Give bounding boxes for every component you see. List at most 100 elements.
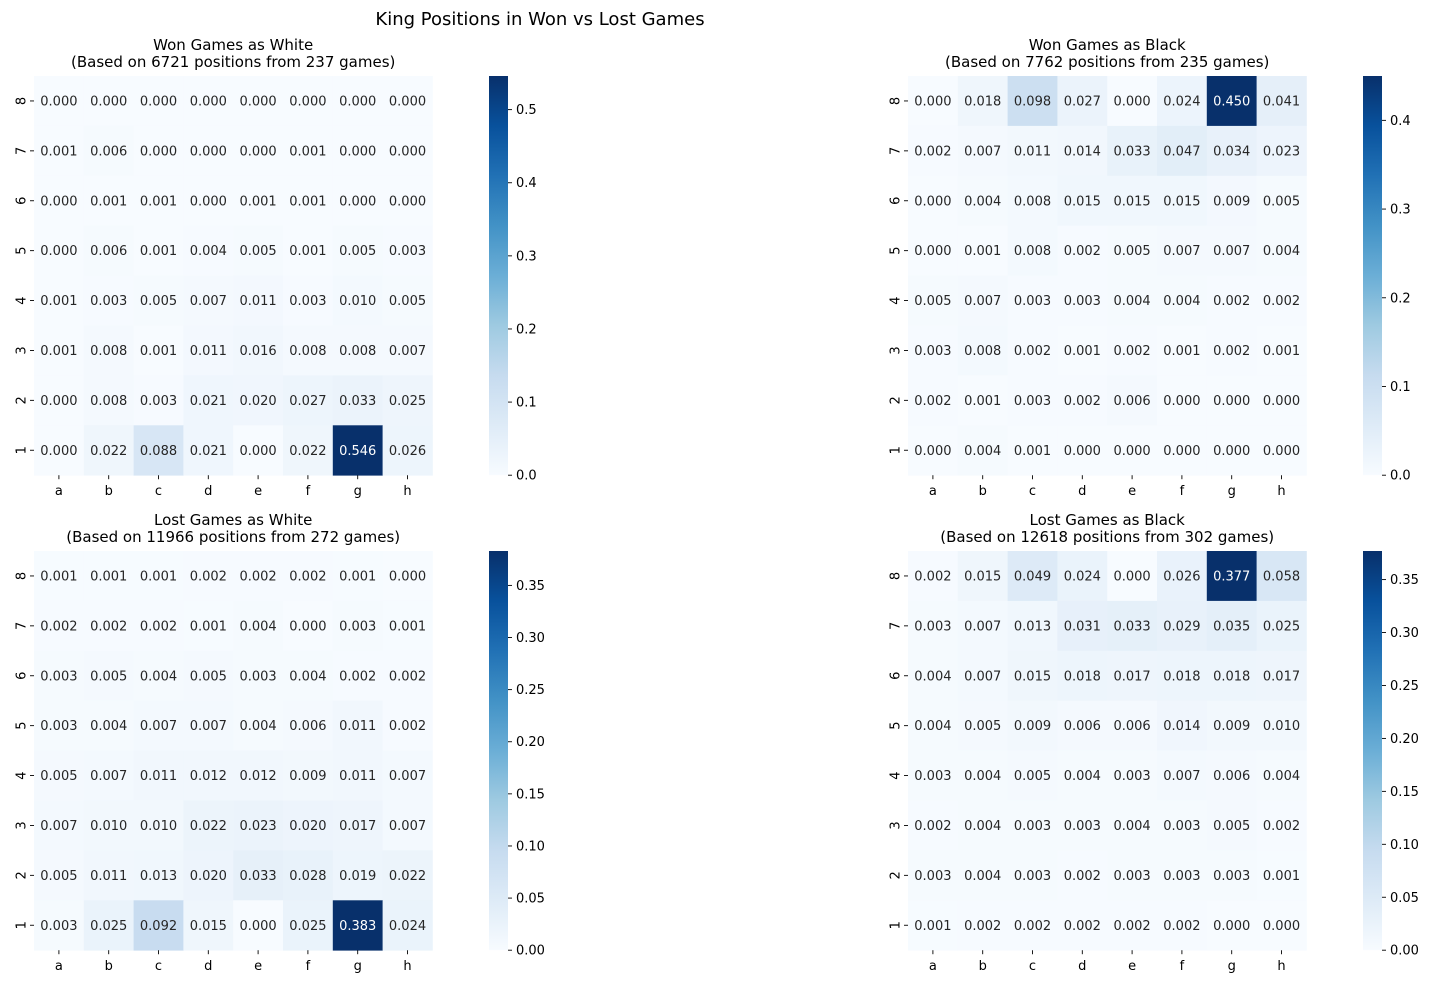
heatmap-cell <box>233 850 284 901</box>
x-tick-label: c <box>1029 484 1036 499</box>
cell-value-label: 0.000 <box>289 94 326 109</box>
heatmap-cell <box>283 225 334 276</box>
heatmap-cell <box>1157 275 1208 326</box>
heatmap-cell <box>1206 700 1257 751</box>
cell-value-label: 0.000 <box>339 144 376 159</box>
heatmap-cell <box>908 76 959 127</box>
cell-value-label: 0.004 <box>914 719 951 734</box>
cell-value-label: 0.003 <box>1113 769 1150 784</box>
heatmap-cell <box>1107 275 1158 326</box>
cell-value-label: 0.000 <box>1213 919 1250 934</box>
heatmap-cell <box>83 750 134 801</box>
heatmap-cell <box>1007 750 1058 801</box>
cell-value-label: 0.003 <box>1064 819 1101 834</box>
cell-value-label: 0.047 <box>1163 144 1200 159</box>
heatmap-cell <box>183 225 234 276</box>
heatmap-cell <box>1057 650 1108 702</box>
cell-value-label: 0.005 <box>964 719 1001 734</box>
cell-value-label: 0.004 <box>1113 819 1150 834</box>
heatmap-cell <box>332 800 383 851</box>
cell-value-label: 0.002 <box>389 719 426 734</box>
cell-value-label: 0.002 <box>1163 919 1200 934</box>
y-tick-label: 1 <box>15 446 30 454</box>
cell-value-label: 0.031 <box>1064 619 1101 634</box>
heatmap-cell <box>1206 325 1257 376</box>
x-tick-label: f <box>1180 484 1185 499</box>
colorbar-tick-label: 0.00 <box>1390 944 1419 959</box>
cell-value-label: 0.001 <box>40 344 77 359</box>
y-tick-label: 8 <box>15 572 30 580</box>
heatmap-cell <box>1107 800 1158 851</box>
heatmap-cell <box>133 850 184 901</box>
heatmap-cell <box>233 125 284 177</box>
y-tick-label: 5 <box>889 247 904 255</box>
heatmap-cell <box>1157 700 1208 751</box>
heatmap-cell <box>1007 700 1058 751</box>
cell-value-label: 0.004 <box>289 669 326 684</box>
heatmap-cell <box>957 375 1008 426</box>
heatmap-cell <box>1107 551 1158 602</box>
x-tick-label: f <box>1180 959 1185 974</box>
heatmap-cell <box>1007 325 1058 376</box>
heatmap-cell <box>382 76 433 127</box>
heatmap-cell <box>34 650 85 702</box>
cell-value-label: 0.007 <box>389 819 426 834</box>
heatmap-cell <box>1057 750 1108 801</box>
heatmap-cell <box>1256 125 1307 177</box>
heatmap-cell <box>1007 125 1058 177</box>
heatmap-cell <box>233 700 284 751</box>
cell-value-label: 0.004 <box>964 444 1001 459</box>
heatmap-cell <box>957 750 1008 801</box>
heatmap-cell <box>283 750 334 801</box>
heatmap-cell <box>1157 650 1208 702</box>
heatmap-cell <box>34 225 85 276</box>
cell-value-label: 0.546 <box>339 444 376 459</box>
heatmap-cell <box>1206 175 1257 227</box>
heatmap-cell <box>382 650 433 702</box>
cell-value-label: 0.007 <box>40 819 77 834</box>
x-tick-label: e <box>254 484 262 499</box>
heatmap-cell <box>1256 225 1307 276</box>
heatmap-cell <box>233 225 284 276</box>
colorbar-tick-label: 0.4 <box>516 176 537 191</box>
cell-value-label: 0.011 <box>190 344 227 359</box>
y-tick-label: 5 <box>15 247 30 255</box>
cell-value-label: 0.012 <box>190 769 227 784</box>
cell-value-label: 0.003 <box>1014 294 1051 309</box>
colorbar-tick-label: 0.20 <box>1390 732 1419 747</box>
cell-value-label: 0.001 <box>140 194 177 209</box>
cell-value-label: 0.000 <box>1064 444 1101 459</box>
cell-value-label: 0.003 <box>1163 819 1200 834</box>
colorbar-tick-label: 0.10 <box>1390 838 1419 853</box>
heatmap-cell <box>283 900 334 951</box>
cell-value-label: 0.001 <box>1163 344 1200 359</box>
cell-value-label: 0.033 <box>339 394 376 409</box>
heatmap-cell <box>1007 551 1058 602</box>
cell-value-label: 0.010 <box>1263 719 1300 734</box>
colorbar <box>1363 76 1382 476</box>
colorbar-tick-label: 0.20 <box>516 735 545 750</box>
colorbar-tick-label: 0.3 <box>516 249 537 264</box>
cell-value-label: 0.009 <box>289 769 326 784</box>
cell-value-label: 0.002 <box>914 819 951 834</box>
y-tick-label: 7 <box>15 147 30 155</box>
cell-value-label: 0.011 <box>140 769 177 784</box>
heatmap-cell <box>1057 76 1108 127</box>
cell-value-label: 0.003 <box>389 244 426 259</box>
heatmap-cell <box>1206 125 1257 177</box>
cell-value-label: 0.002 <box>914 144 951 159</box>
heatmap-cell <box>133 275 184 326</box>
panel-title-line: Won Games as Black <box>1029 36 1186 54</box>
heatmap-cell <box>332 325 383 376</box>
cell-value-label: 0.000 <box>1113 444 1150 459</box>
cell-value-label: 0.000 <box>190 144 227 159</box>
cell-value-label: 0.001 <box>914 919 951 934</box>
cell-value-label: 0.012 <box>239 769 276 784</box>
colorbar <box>489 551 508 951</box>
cell-value-label: 0.000 <box>239 144 276 159</box>
heatmap-cell <box>332 125 383 177</box>
cell-value-label: 0.000 <box>389 144 426 159</box>
heatmap-cell <box>34 551 85 602</box>
cell-value-label: 0.002 <box>1213 344 1250 359</box>
cell-value-label: 0.001 <box>140 569 177 584</box>
